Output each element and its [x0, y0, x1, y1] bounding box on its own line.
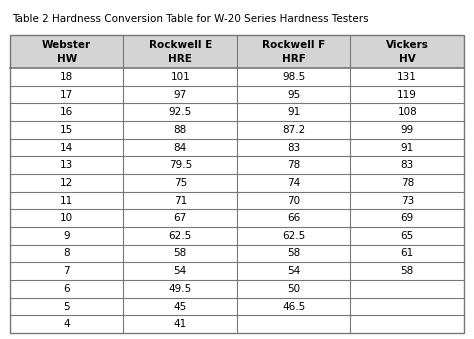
Text: 131: 131 [397, 72, 417, 82]
Text: 4: 4 [64, 319, 70, 329]
Text: HV: HV [399, 54, 416, 63]
Text: Vickers: Vickers [386, 40, 428, 51]
Text: 67: 67 [173, 213, 187, 223]
Text: 50: 50 [287, 284, 301, 294]
Text: 9: 9 [64, 231, 70, 241]
Text: 91: 91 [401, 142, 414, 153]
Text: 66: 66 [287, 213, 301, 223]
Bar [10, 35, 464, 333]
Text: 70: 70 [287, 196, 301, 205]
Text: 95: 95 [287, 89, 301, 100]
Text: 87.2: 87.2 [282, 125, 305, 135]
Text: 54: 54 [173, 266, 187, 276]
Text: 46.5: 46.5 [282, 301, 305, 312]
Text: 98.5: 98.5 [282, 72, 305, 82]
Text: 14: 14 [60, 142, 73, 153]
Text: Rockwell F: Rockwell F [262, 40, 325, 51]
Text: Table 2 Hardness Conversion Table for W-20 Series Hardness Testers: Table 2 Hardness Conversion Table for W-… [12, 14, 369, 24]
Text: 11: 11 [60, 196, 73, 205]
Text: 108: 108 [397, 107, 417, 117]
Text: 61: 61 [401, 248, 414, 259]
Text: 91: 91 [287, 107, 301, 117]
Text: 6: 6 [64, 284, 70, 294]
Text: 49.5: 49.5 [169, 284, 192, 294]
Text: 78: 78 [287, 160, 301, 170]
Text: 78: 78 [401, 178, 414, 188]
Text: 58: 58 [401, 266, 414, 276]
Text: HW: HW [56, 54, 77, 63]
Text: 74: 74 [287, 178, 301, 188]
Bar [10, 35, 464, 68]
Text: 18: 18 [60, 72, 73, 82]
Text: HRE: HRE [168, 54, 192, 63]
Text: 12: 12 [60, 178, 73, 188]
Text: Webster: Webster [42, 40, 91, 51]
Text: 7: 7 [64, 266, 70, 276]
Text: 99: 99 [401, 125, 414, 135]
Text: 15: 15 [60, 125, 73, 135]
Text: 5: 5 [64, 301, 70, 312]
Text: 58: 58 [287, 248, 301, 259]
Text: 45: 45 [173, 301, 187, 312]
Text: 65: 65 [401, 231, 414, 241]
Text: 41: 41 [173, 319, 187, 329]
Text: 16: 16 [60, 107, 73, 117]
Text: 83: 83 [401, 160, 414, 170]
Text: 13: 13 [60, 160, 73, 170]
Text: 17: 17 [60, 89, 73, 100]
Text: 119: 119 [397, 89, 417, 100]
Text: 62.5: 62.5 [282, 231, 305, 241]
Text: 88: 88 [173, 125, 187, 135]
Text: HRF: HRF [282, 54, 306, 63]
Text: 101: 101 [170, 72, 190, 82]
Text: 92.5: 92.5 [169, 107, 192, 117]
Text: 54: 54 [287, 266, 301, 276]
Text: 83: 83 [287, 142, 301, 153]
Text: 8: 8 [64, 248, 70, 259]
Text: Rockwell E: Rockwell E [149, 40, 212, 51]
Text: 71: 71 [173, 196, 187, 205]
Text: 75: 75 [173, 178, 187, 188]
Text: 62.5: 62.5 [169, 231, 192, 241]
Text: 79.5: 79.5 [169, 160, 192, 170]
Text: 58: 58 [173, 248, 187, 259]
Text: 69: 69 [401, 213, 414, 223]
Text: 73: 73 [401, 196, 414, 205]
Text: 84: 84 [173, 142, 187, 153]
Text: 10: 10 [60, 213, 73, 223]
Text: 97: 97 [173, 89, 187, 100]
